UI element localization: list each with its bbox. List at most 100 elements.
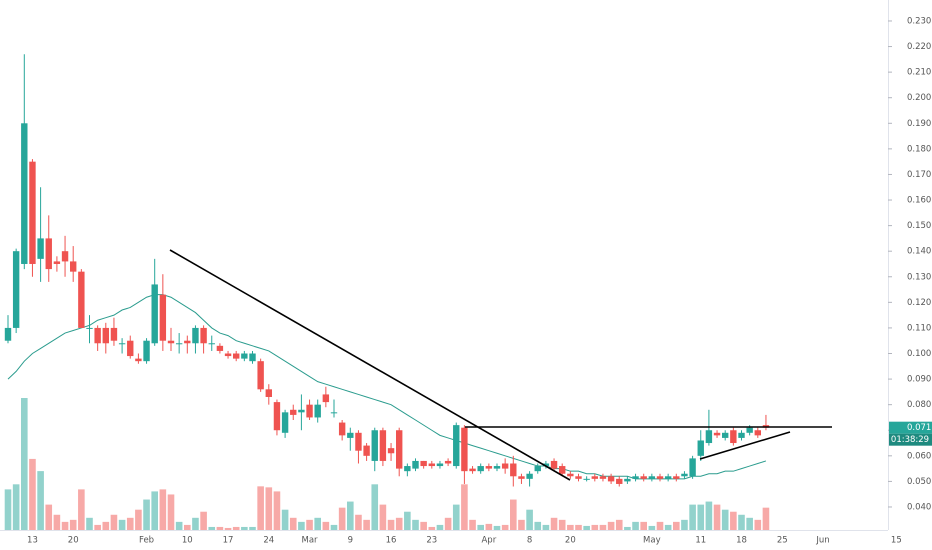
candle-body bbox=[208, 343, 215, 345]
volume-bar bbox=[21, 398, 28, 530]
candle-body bbox=[469, 468, 476, 472]
volume-bar bbox=[12, 484, 20, 530]
volume-bar bbox=[754, 519, 762, 530]
candle-body bbox=[713, 432, 721, 436]
volume-bar bbox=[314, 517, 321, 530]
volume-bar bbox=[493, 525, 501, 530]
y-tick-label: 0.090 bbox=[907, 375, 931, 385]
candle-body bbox=[338, 422, 346, 436]
candle-body bbox=[29, 161, 36, 264]
volume-bar bbox=[664, 524, 672, 530]
volume-bar bbox=[689, 504, 696, 530]
volume-bar bbox=[730, 511, 737, 530]
candle-body bbox=[632, 476, 639, 479]
volume-bar bbox=[705, 501, 713, 530]
y-tick-label: 0.100 bbox=[907, 349, 931, 359]
candle-body bbox=[233, 353, 240, 359]
volume-bar bbox=[298, 521, 305, 530]
y-tick-label: 0.230 bbox=[907, 16, 931, 26]
volume-bar bbox=[461, 484, 468, 530]
volume-bar bbox=[542, 524, 550, 530]
candle-body bbox=[738, 432, 745, 438]
candle-body bbox=[216, 345, 224, 351]
volume-bar bbox=[4, 489, 12, 530]
volume-bar bbox=[673, 521, 680, 530]
x-tick-label: 17 bbox=[223, 536, 234, 546]
volume-bar bbox=[477, 524, 484, 530]
candle-body bbox=[550, 460, 558, 469]
volume-bar bbox=[126, 517, 134, 530]
volume-bar bbox=[86, 517, 93, 530]
last-price-label: 0.071 bbox=[907, 423, 931, 433]
y-tick-label: 0.060 bbox=[907, 451, 931, 461]
candle-body bbox=[78, 271, 85, 328]
x-tick-label: Jun bbox=[815, 536, 829, 546]
candle-body bbox=[184, 340, 191, 344]
support-line bbox=[699, 431, 791, 460]
volume-bar bbox=[648, 525, 656, 530]
y-tick-label: 0.130 bbox=[907, 272, 931, 282]
volume-bar bbox=[281, 509, 289, 530]
candle-body bbox=[257, 361, 264, 390]
volume-bar bbox=[713, 504, 721, 530]
candle-body bbox=[689, 458, 696, 477]
volume-bar bbox=[518, 519, 525, 530]
candle-body bbox=[559, 466, 566, 474]
candle-body bbox=[159, 294, 167, 341]
volume-bar bbox=[640, 521, 647, 530]
volume-bar bbox=[721, 509, 729, 530]
volume-bar bbox=[615, 519, 623, 530]
volume-bar bbox=[607, 521, 615, 530]
candle-body bbox=[192, 327, 199, 344]
volume-bar bbox=[526, 509, 533, 530]
candle-body bbox=[371, 430, 378, 461]
y-tick-label: 0.150 bbox=[907, 221, 931, 231]
x-tick-label: 25 bbox=[777, 536, 788, 546]
candle-body bbox=[412, 460, 419, 469]
candle-body bbox=[583, 478, 590, 480]
volume-bar bbox=[575, 524, 582, 530]
volume-bar bbox=[681, 519, 688, 530]
candle-body bbox=[167, 340, 175, 344]
y-tick-label: 0.140 bbox=[907, 247, 931, 257]
candle-body bbox=[281, 412, 289, 433]
candle-body bbox=[53, 261, 61, 264]
volume-bar bbox=[143, 499, 150, 530]
candle-body bbox=[681, 473, 688, 477]
volume-bar bbox=[192, 517, 199, 530]
candle-body bbox=[526, 473, 533, 479]
candle-body bbox=[404, 466, 411, 472]
candle-body bbox=[347, 432, 354, 438]
candle-body bbox=[746, 427, 753, 433]
candle-body bbox=[722, 432, 729, 438]
candle-body bbox=[12, 251, 20, 328]
candle-body bbox=[616, 478, 623, 484]
candle-body bbox=[673, 476, 680, 479]
candle-body bbox=[265, 389, 272, 397]
volume-bar bbox=[452, 504, 460, 530]
volume-bar bbox=[167, 494, 175, 530]
x-tick-label: 20 bbox=[68, 536, 79, 546]
candle-body bbox=[322, 394, 330, 403]
x-tick-label: 20 bbox=[565, 536, 576, 546]
x-tick-label: 11 bbox=[695, 536, 706, 546]
candle-body bbox=[575, 476, 582, 479]
volume-bar bbox=[550, 517, 558, 530]
volume-bar bbox=[37, 471, 44, 530]
volume-bar bbox=[78, 489, 85, 530]
volume-bar bbox=[624, 526, 631, 530]
volume-bar bbox=[175, 521, 183, 530]
volume-bar bbox=[61, 521, 69, 530]
volume-bar bbox=[118, 519, 126, 530]
candle-body bbox=[664, 476, 672, 479]
candle-body bbox=[477, 466, 484, 472]
candle-body bbox=[420, 460, 427, 467]
candle-body bbox=[387, 448, 395, 454]
volume-bar bbox=[53, 514, 61, 530]
candle-body bbox=[306, 404, 313, 418]
candle-body bbox=[485, 466, 493, 469]
y-tick-label: 0.200 bbox=[907, 93, 931, 103]
candle-body bbox=[273, 402, 281, 431]
volume-bar bbox=[371, 484, 379, 530]
